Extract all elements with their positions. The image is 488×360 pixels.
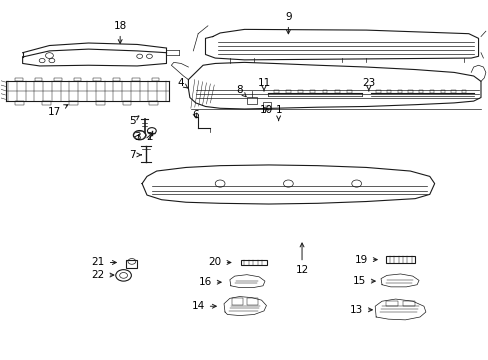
Text: 8: 8 [236, 85, 245, 97]
Bar [298, 90, 303, 93]
Text: 4: 4 [178, 78, 187, 88]
Bar [35, 78, 42, 81]
Bar [440, 90, 444, 93]
Bar [285, 90, 290, 93]
Text: 22: 22 [91, 270, 114, 280]
Text: 17: 17 [48, 105, 68, 117]
Text: 12: 12 [295, 243, 308, 275]
Bar [152, 78, 159, 81]
Bar [375, 90, 380, 93]
Text: 14: 14 [191, 301, 216, 311]
Bar [232, 298, 243, 305]
Bar [126, 260, 137, 268]
Text: 7: 7 [129, 150, 141, 160]
Text: 15: 15 [352, 276, 374, 286]
Bar [246, 97, 256, 104]
Text: 23: 23 [362, 78, 375, 91]
Bar [334, 90, 339, 93]
Bar [397, 90, 401, 93]
Text: 9: 9 [285, 12, 291, 34]
Bar [385, 301, 397, 306]
Bar [113, 78, 120, 81]
Bar [69, 101, 78, 105]
Text: 1: 1 [275, 105, 282, 121]
Bar [54, 78, 61, 81]
Bar [461, 90, 466, 93]
Bar [96, 101, 104, 105]
Bar [385, 256, 414, 263]
Bar [429, 90, 433, 93]
Bar [273, 90, 278, 93]
Text: 3: 3 [134, 132, 140, 142]
Text: 21: 21 [91, 257, 116, 267]
Bar [386, 90, 390, 93]
Text: 18: 18 [113, 21, 126, 44]
Bar [74, 78, 81, 81]
Bar [93, 78, 101, 81]
Bar [402, 301, 414, 306]
Bar [450, 90, 455, 93]
Text: 11: 11 [257, 78, 270, 91]
Bar [262, 102, 271, 109]
Bar [15, 78, 22, 81]
Bar [322, 90, 327, 93]
Bar [42, 101, 51, 105]
Bar [240, 260, 267, 265]
Bar [122, 101, 131, 105]
Bar [407, 90, 412, 93]
Text: 10: 10 [259, 105, 272, 115]
Bar [149, 101, 158, 105]
Text: 5: 5 [129, 116, 139, 126]
Bar [418, 90, 423, 93]
Bar [346, 90, 351, 93]
Text: 6: 6 [192, 111, 199, 121]
Text: 2: 2 [146, 132, 152, 142]
Bar [310, 90, 315, 93]
Text: 19: 19 [354, 255, 376, 265]
Text: 20: 20 [208, 257, 230, 267]
Bar [15, 101, 24, 105]
Bar [132, 78, 140, 81]
Text: 16: 16 [199, 277, 221, 287]
Bar [246, 298, 257, 305]
Text: 13: 13 [349, 305, 371, 315]
